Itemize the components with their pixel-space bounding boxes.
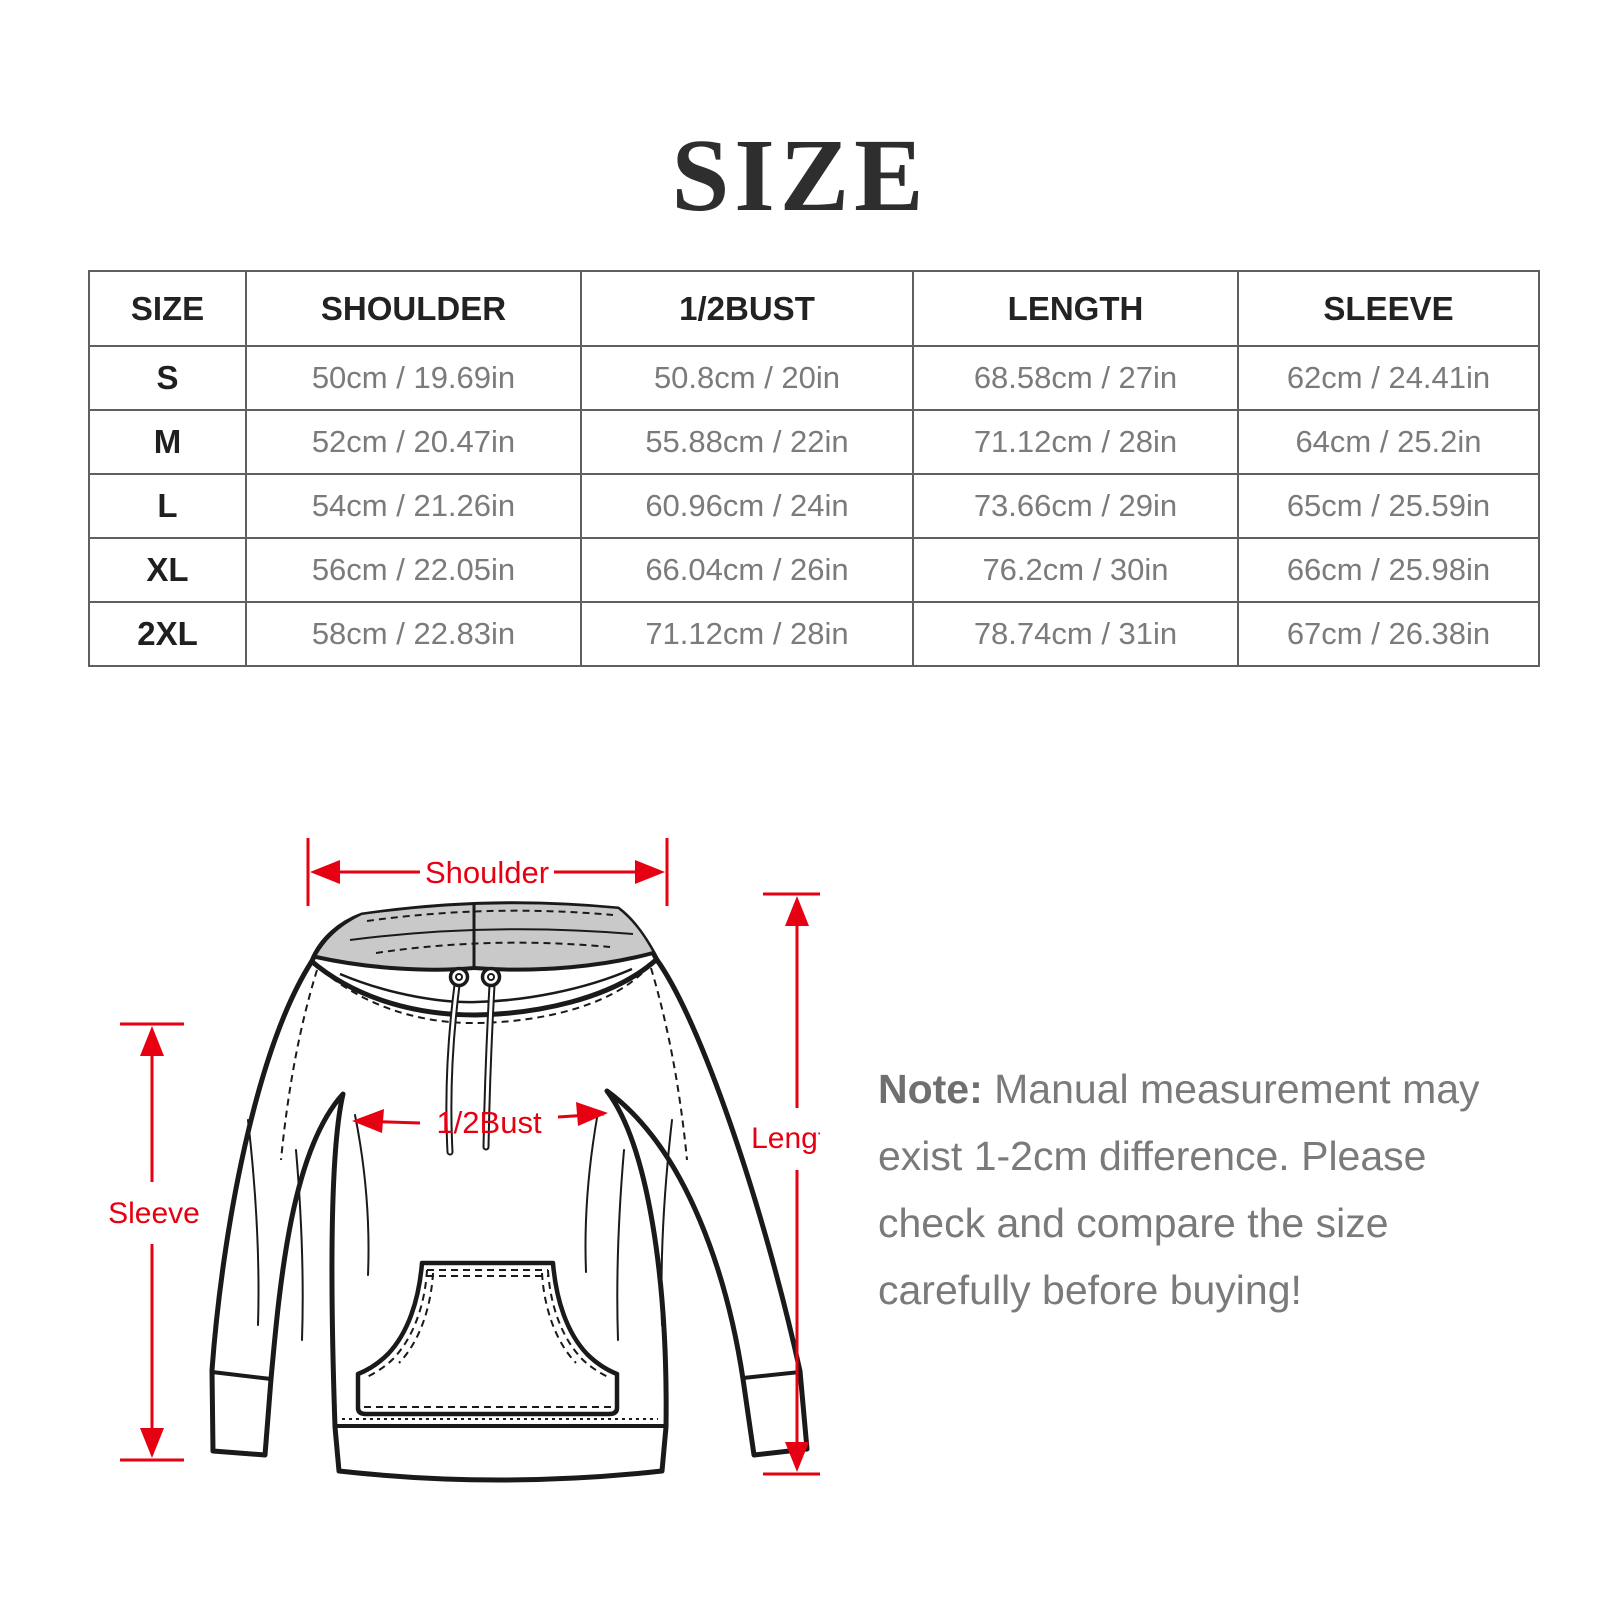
cuff-lines xyxy=(211,1370,801,1381)
size-cell: 2XL xyxy=(88,601,247,667)
page-title: SIZE xyxy=(671,118,929,233)
measurement-note: Note: Manual measurement may exist 1-2cm… xyxy=(878,1056,1506,1324)
note-label: Note: xyxy=(878,1066,983,1112)
size-cell: M xyxy=(88,409,247,475)
col-header-length: LENGTH xyxy=(912,270,1239,347)
col-header-halfbust: 1/2BUST xyxy=(580,270,914,347)
length-cell: 71.12cm / 28in xyxy=(912,409,1239,475)
length-dimension-arrow: Length xyxy=(751,892,820,1476)
half-bust-dimension-arrow: 1/2Bust xyxy=(352,1102,608,1140)
sleeve-cell: 64cm / 25.2in xyxy=(1237,409,1540,475)
col-header-shoulder: SHOULDER xyxy=(245,270,582,347)
drawstring-left xyxy=(445,981,461,1156)
hem-band xyxy=(335,1418,666,1428)
sleeve-dimension-arrow: Sleeve xyxy=(108,1022,200,1462)
table-row: L 54cm / 21.26in 60.96cm / 24in 73.66cm … xyxy=(88,473,1540,539)
halfbust-cell: 55.88cm / 22in xyxy=(580,409,914,475)
length-cell: 76.2cm / 30in xyxy=(912,537,1239,603)
length-cell: 73.66cm / 29in xyxy=(912,473,1239,539)
table-row: S 50cm / 19.69in 50.8cm / 20in 68.58cm /… xyxy=(88,345,1540,411)
table-row: 2XL 58cm / 22.83in 71.12cm / 28in 78.74c… xyxy=(88,601,1540,667)
halfbust-cell: 66.04cm / 26in xyxy=(580,537,914,603)
grommet-left xyxy=(448,966,470,988)
sleeve-cell: 66cm / 25.98in xyxy=(1237,537,1540,603)
length-cell: 78.74cm / 31in xyxy=(912,601,1239,667)
size-cell: L xyxy=(88,473,247,539)
raglan-seam-stitching xyxy=(280,967,688,1161)
halfbust-cell: 50.8cm / 20in xyxy=(580,345,914,411)
shoulder-dimension-label: Shoulder xyxy=(425,855,549,890)
fabric-crease-lines xyxy=(247,1111,673,1341)
shoulder-dimension-arrow: Shoulder xyxy=(306,838,669,906)
half-bust-dimension-label: 1/2Bust xyxy=(436,1105,542,1140)
shoulder-cell: 50cm / 19.69in xyxy=(245,345,582,411)
size-cell: XL xyxy=(88,537,247,603)
length-dimension-label: Length xyxy=(751,1122,820,1155)
note-text: Manual measurement may exist 1-2cm diffe… xyxy=(878,1066,1480,1313)
size-cell: S xyxy=(88,345,247,411)
table-row: M 52cm / 20.47in 55.88cm / 22in 71.12cm … xyxy=(88,409,1540,475)
hoodie-outline xyxy=(209,901,810,1483)
shoulder-cell: 56cm / 22.05in xyxy=(245,537,582,603)
col-header-size: SIZE xyxy=(88,270,247,347)
hoodie-measurement-diagram: Shoulder Sleeve Length 1/2Bust xyxy=(108,838,820,1483)
table-row: XL 56cm / 22.05in 66.04cm / 26in 76.2cm … xyxy=(88,537,1540,603)
shoulder-cell: 58cm / 22.83in xyxy=(245,601,582,667)
size-table: SIZE SHOULDER 1/2BUST LENGTH SLEEVE S 50… xyxy=(88,270,1540,667)
sleeve-cell: 67cm / 26.38in xyxy=(1237,601,1540,667)
hood-interior xyxy=(316,904,653,970)
shoulder-cell: 54cm / 21.26in xyxy=(245,473,582,539)
drawstring-right xyxy=(482,981,496,1151)
halfbust-cell: 71.12cm / 28in xyxy=(580,601,914,667)
halfbust-cell: 60.96cm / 24in xyxy=(580,473,914,539)
kangaroo-pocket xyxy=(355,1260,620,1417)
sleeve-cell: 62cm / 24.41in xyxy=(1237,345,1540,411)
hoodie-sketch xyxy=(209,901,810,1483)
sleeve-dimension-label: Sleeve xyxy=(108,1197,200,1230)
shoulder-cell: 52cm / 20.47in xyxy=(245,409,582,475)
length-cell: 68.58cm / 27in xyxy=(912,345,1239,411)
grommet-right xyxy=(480,966,502,988)
table-header-row: SIZE SHOULDER 1/2BUST LENGTH SLEEVE xyxy=(88,270,1540,347)
col-header-sleeve: SLEEVE xyxy=(1237,270,1540,347)
sleeve-cell: 65cm / 25.59in xyxy=(1237,473,1540,539)
